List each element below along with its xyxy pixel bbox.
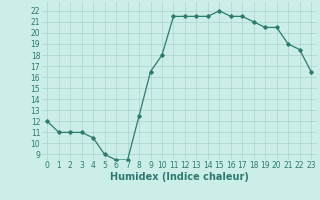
X-axis label: Humidex (Indice chaleur): Humidex (Indice chaleur) bbox=[110, 172, 249, 182]
